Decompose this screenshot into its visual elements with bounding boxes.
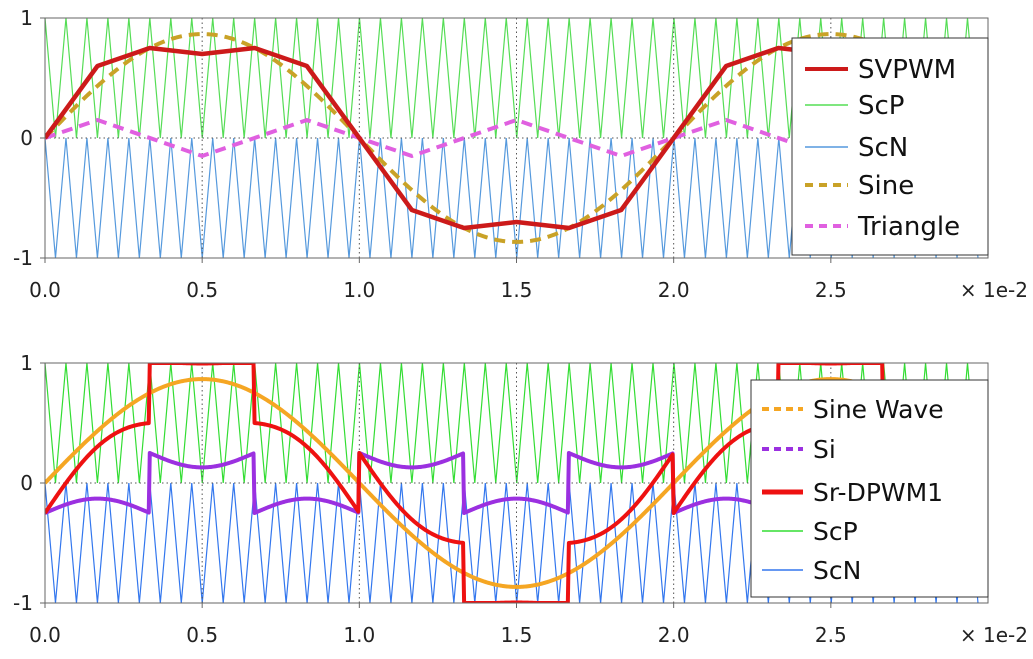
legend-label-sine-wave: Sine Wave xyxy=(813,395,944,424)
y-tick-label: -1 xyxy=(13,591,33,615)
y-tick-label: 1 xyxy=(20,6,33,30)
x-tick-label: 1.0 xyxy=(343,623,375,647)
figure: 0.0 0.5 1.0 1.5 2.0 2.5 -1 0 1 × 1e-2 SVPWM ScP… xyxy=(0,0,1033,659)
x-tick-label: 0.0 xyxy=(29,278,61,302)
x-tick-label: 1.5 xyxy=(501,278,533,302)
x-tick-label: 0.5 xyxy=(186,278,218,302)
x-tick-label: 2.5 xyxy=(815,623,847,647)
legend-label-si: Si xyxy=(813,435,836,464)
legend-label-sine: Sine xyxy=(858,171,914,201)
legend-label-scp-2: ScP xyxy=(813,517,858,546)
legend-top: SVPWM ScP ScN Sine Triangle xyxy=(792,38,988,255)
y-tick-label: -1 xyxy=(13,246,33,270)
x-multiplier-label-top: × 1e-2 xyxy=(960,278,1028,302)
legend-label-sr-dpwm1: Sr-DPWM1 xyxy=(813,478,943,507)
legend-label-triangle: Triangle xyxy=(857,212,960,242)
y-tick-label: 0 xyxy=(20,126,33,150)
x-tick-label: 1.0 xyxy=(343,278,375,302)
x-tick-label: 2.5 xyxy=(815,278,847,302)
y-tick-label: 0 xyxy=(20,471,33,495)
x-multiplier-label-bottom: × 1e-2 xyxy=(960,623,1028,647)
legend-label-scp: ScP xyxy=(858,91,904,121)
x-tick-label: 0.0 xyxy=(29,623,61,647)
legend-bottom: Sine Wave Si Sr-DPWM1 ScP ScN xyxy=(751,380,988,597)
legend-label-scn-2: ScN xyxy=(813,556,861,585)
legend-label-svpwm: SVPWM xyxy=(858,55,956,85)
x-tick-label: 2.0 xyxy=(658,623,690,647)
chart-top: 0.0 0.5 1.0 1.5 2.0 2.5 -1 0 1 × 1e-2 SVPWM ScP… xyxy=(13,6,1028,302)
x-tick-label: 2.0 xyxy=(658,278,690,302)
y-tick-label: 1 xyxy=(20,351,33,375)
chart-bottom: 0.0 0.5 1.0 1.5 2.0 2.5 -1 0 1 × 1e-2 Sine Wave… xyxy=(13,351,1028,647)
x-tick-label: 1.5 xyxy=(501,623,533,647)
x-tick-label: 0.5 xyxy=(186,623,218,647)
legend-label-scn: ScN xyxy=(858,133,908,163)
